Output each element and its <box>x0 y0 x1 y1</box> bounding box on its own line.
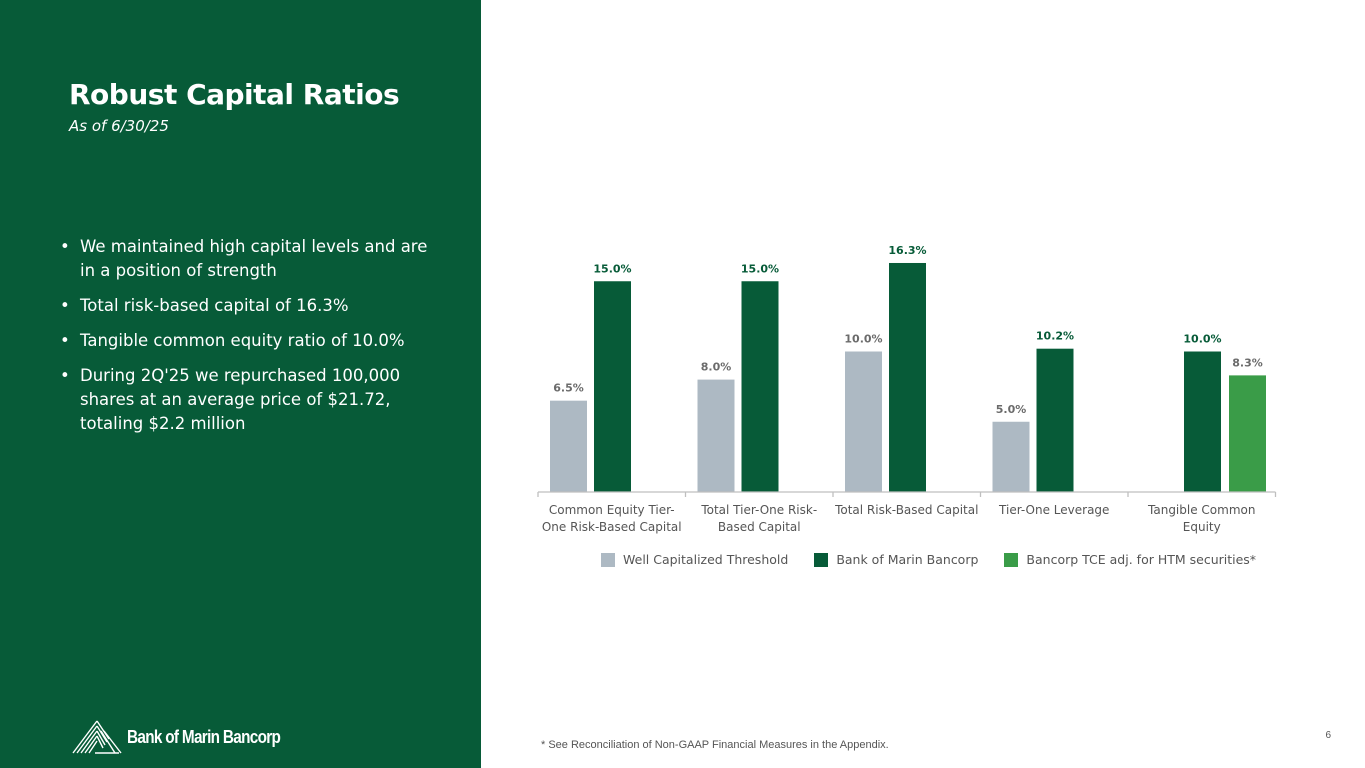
bar-value-label: 10.0% <box>1183 333 1221 346</box>
legend-label: Well Capitalized Threshold <box>623 552 789 567</box>
page-subtitle: As of 6/30/25 <box>69 117 169 135</box>
chart-legend: Well Capitalized Threshold Bank of Marin… <box>601 552 1256 567</box>
bar-well-capitalized-threshold <box>845 351 882 492</box>
bullet-list: We maintained high capital levels and ar… <box>60 235 435 447</box>
bar-value-label: 8.3% <box>1232 356 1263 369</box>
legend-item-threshold: Well Capitalized Threshold <box>601 552 788 567</box>
capital-ratios-chart: 6.5% 15.0% 8.0% 15.0% 10.0% 16.3% 5.0% 10.2% 10.… <box>537 244 1277 534</box>
x-tick-label: Common Equity Tier-One Risk-Based Capita… <box>542 503 682 534</box>
legend-item-tce-adj: Bancorp TCE adj. for HTM securities* <box>1004 552 1256 567</box>
value-label-group: 6.5% 15.0% 8.0% 15.0% 10.0% 16.3% 5.0% 10.2% 10.… <box>553 244 1263 416</box>
bar-value-label: 10.0% <box>844 333 882 346</box>
legend-swatch <box>1004 552 1019 567</box>
legend-swatch <box>814 552 829 567</box>
bar-bank-of-marin-bancorp <box>741 281 779 492</box>
legend-item-bancorp: Bank of Marin Bancorp <box>814 552 978 567</box>
bar-bank-of-marin-bancorp <box>1036 348 1074 492</box>
left-panel: Robust Capital Ratios As of 6/30/25 We m… <box>0 0 481 768</box>
bar-bank-of-marin-bancorp <box>594 281 631 492</box>
page-title: Robust Capital Ratios <box>69 78 400 111</box>
footnote: * See Reconciliation of Non-GAAP Financi… <box>541 739 889 751</box>
x-tick-label: Total Tier-One Risk-Based Capital <box>700 503 817 534</box>
bar-bank-of-marin-bancorp <box>1184 351 1221 492</box>
x-tick-label: Tier-One Leverage <box>998 503 1109 517</box>
bank-logo: Bank of Marin Bancorp <box>71 719 307 755</box>
bullet-item: Total risk-based capital of 16.3% <box>60 294 435 318</box>
x-tick-label: Total Risk-Based Capital <box>834 503 978 517</box>
logo-text: Bank of Marin Bancorp <box>127 726 281 747</box>
bar-well-capitalized-threshold <box>697 379 735 492</box>
bar-group <box>550 262 1266 492</box>
bar-value-label: 16.3% <box>888 244 926 257</box>
x-tick-label: Tangible Common Equity <box>1147 503 1255 534</box>
bar-bank-of-marin-bancorp <box>889 262 926 492</box>
bar-well-capitalized-threshold <box>550 400 587 492</box>
bar-value-label: 15.0% <box>593 262 631 275</box>
legend-label: Bank of Marin Bancorp <box>836 552 979 567</box>
bullet-item: We maintained high capital levels and ar… <box>60 235 435 283</box>
bar-value-label: 6.5% <box>553 382 584 395</box>
bar-value-label: 15.0% <box>741 262 779 275</box>
bar-value-label: 8.0% <box>701 361 732 374</box>
page-number: 6 <box>1325 730 1331 741</box>
legend-swatch <box>601 552 615 567</box>
mountain-logo-icon <box>72 720 122 754</box>
bar-value-label: 10.2% <box>1036 330 1074 343</box>
bar-value-label: 5.0% <box>996 403 1027 416</box>
bullet-item: Tangible common equity ratio of 10.0% <box>60 329 435 353</box>
x-axis: Common Equity Tier-One Risk-Based Capita… <box>537 491 1277 534</box>
bar-bancorp-tce-adj-for-htm-securities <box>1229 375 1266 492</box>
legend-label: Bancorp TCE adj. for HTM securities* <box>1026 552 1257 567</box>
bullet-item: During 2Q'25 we repurchased 100,000 shar… <box>60 364 435 436</box>
bar-well-capitalized-threshold <box>992 421 1030 492</box>
